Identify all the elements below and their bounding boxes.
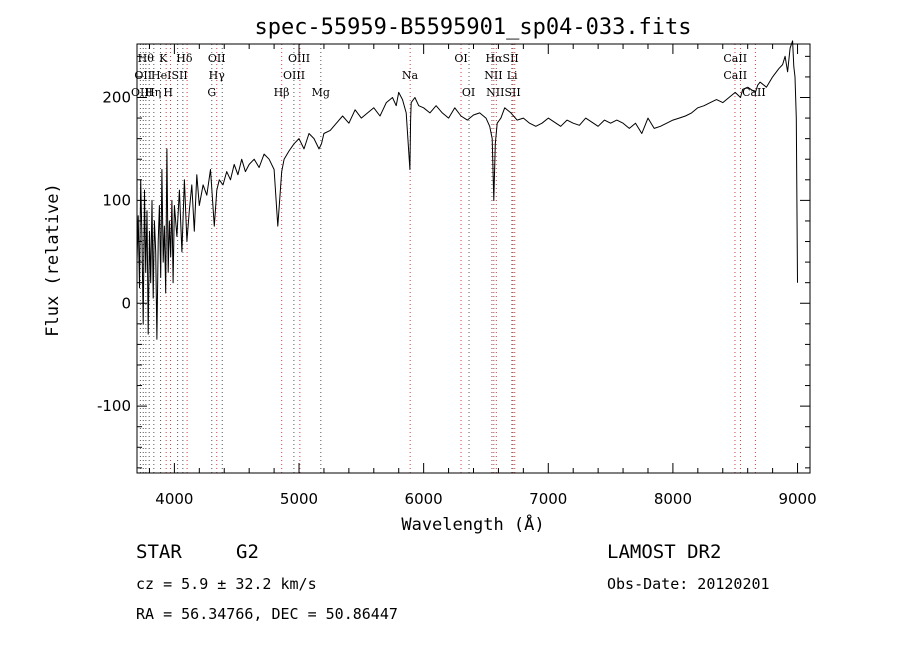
line-id-label: G	[207, 86, 216, 99]
object-subclass: G2	[236, 541, 259, 563]
survey-name: LAMOST DR2	[607, 541, 722, 563]
line-id-label: Mg	[312, 86, 330, 99]
line-id-label: NII	[484, 69, 502, 82]
line-id-label: CaII	[723, 52, 747, 65]
line-id-label: CaII	[742, 86, 766, 99]
line-id-label: H	[163, 86, 173, 99]
x-tick-label: 9000	[778, 490, 816, 508]
x-tick-label: 6000	[405, 490, 443, 508]
y-axis-label: Flux (relative)	[43, 183, 63, 337]
line-id-label: OIII	[131, 86, 153, 99]
spectrum-chart: spec-55959-B5595901_sp04-033.fits Wavele…	[43, 15, 817, 535]
line-id-label: K	[159, 52, 168, 65]
line-id-label: Hβ	[274, 86, 290, 99]
line-id-label: OII	[134, 69, 152, 82]
line-id-label: Hη	[145, 86, 161, 99]
object-class: STAR	[136, 541, 182, 563]
line-id-label: NIISII	[486, 86, 521, 99]
line-id-label: OIII	[283, 69, 305, 82]
y-tick-label: 0	[121, 294, 131, 312]
x-tick-label: 4000	[155, 490, 193, 508]
plot-frame	[136, 43, 811, 474]
x-tick-label: 8000	[654, 490, 692, 508]
line-id-label: CaII	[723, 69, 747, 82]
line-id-label: Hγ	[209, 69, 226, 82]
line-id-label: OI	[454, 52, 467, 65]
line-id-label: OII	[208, 52, 226, 65]
x-axis-label: Wavelength (Å)	[401, 513, 544, 535]
y-tick-label: 200	[102, 88, 131, 106]
spectrum-series	[136, 40, 798, 340]
x-tick-label: 5000	[280, 490, 318, 508]
line-id-label: OI	[462, 86, 475, 99]
plot-area: 4000 5000 6000 7000 8000 9000 -100 0 100 200 Hθ K Hδ…	[97, 40, 817, 508]
line-id-label: Li	[507, 69, 518, 82]
obs-date: Obs-Date: 20120201	[607, 575, 770, 593]
line-id-label: Hδ	[176, 52, 193, 65]
line-id-label: HαSII	[486, 52, 519, 65]
x-tick-label: 7000	[529, 490, 567, 508]
chart-title: spec-55959-B5595901_sp04-033.fits	[254, 15, 691, 40]
line-id-label: HeISII	[151, 69, 188, 82]
y-tick-label: -100	[97, 397, 131, 415]
line-id-label: Na	[402, 69, 419, 82]
y-tick-label: 100	[102, 191, 131, 209]
redshift-info: cz = 5.9 ± 32.2 km/s	[136, 575, 317, 593]
coordinates: RA = 56.34766, DEC = 50.86447	[136, 605, 398, 623]
line-id-label: Hθ	[138, 52, 155, 65]
line-id-label: OIII	[288, 52, 310, 65]
